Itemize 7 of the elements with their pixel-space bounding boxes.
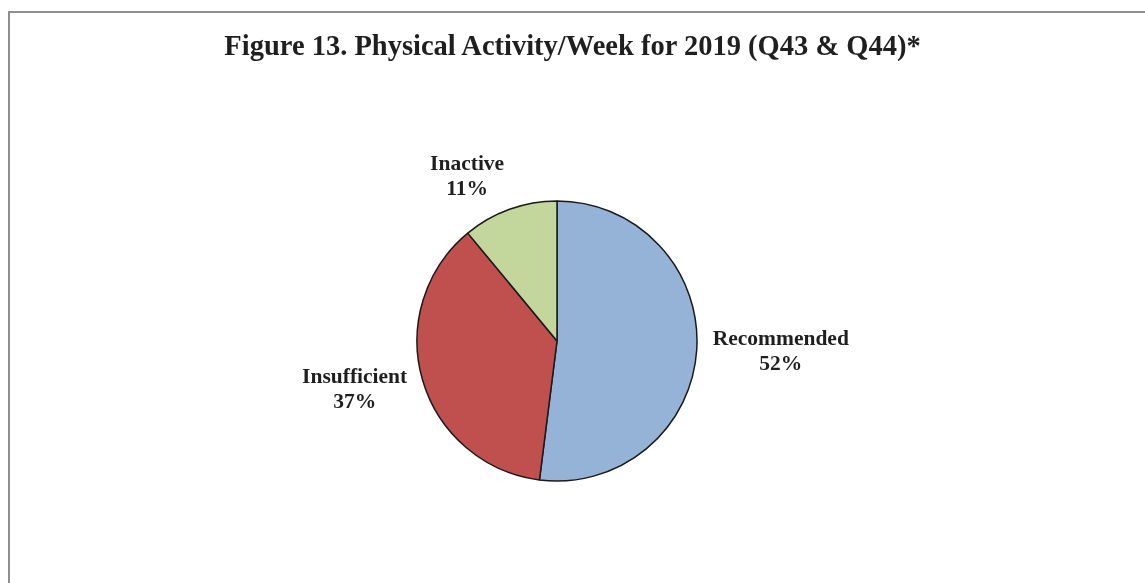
slice-label: Recommended bbox=[712, 326, 849, 351]
chart-title: Figure 13. Physical Activity/Week for 2019 (Q43 & Q44)* bbox=[223, 29, 922, 63]
data-label: 11% bbox=[446, 175, 489, 200]
data-label: 37% bbox=[333, 388, 377, 413]
data-label: 52% bbox=[759, 351, 803, 376]
slice-label: Inactive bbox=[430, 150, 505, 175]
slice-label: Insufficient bbox=[302, 363, 409, 388]
